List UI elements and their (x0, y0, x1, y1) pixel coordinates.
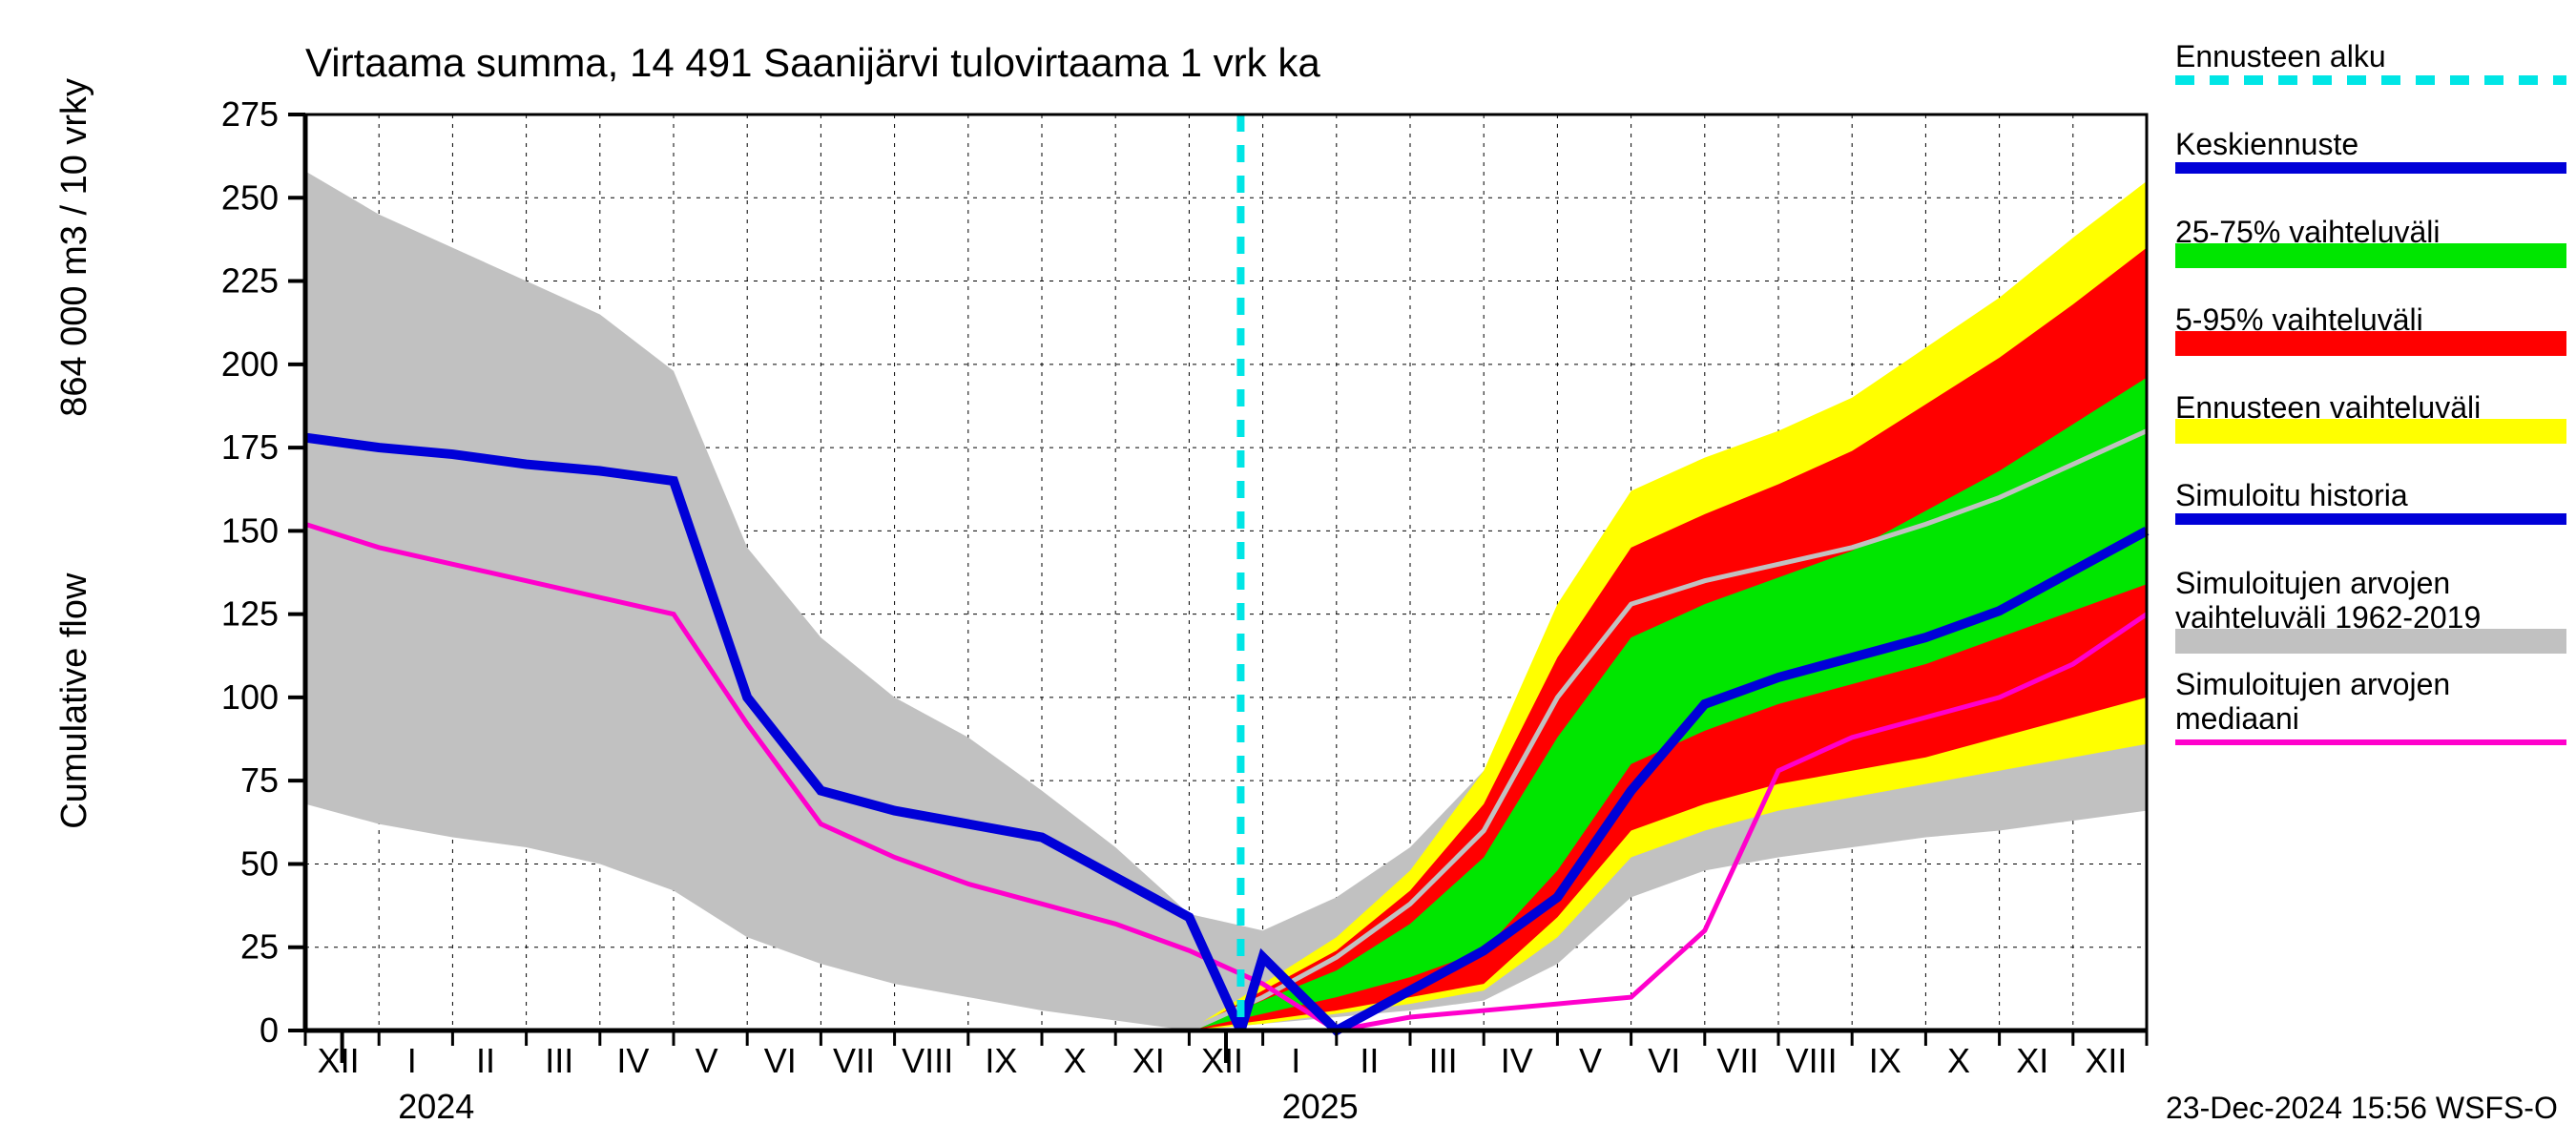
y-tick-label: 200 (221, 344, 279, 384)
y-axis-label-top: 864 000 m3 / 10 vrky (54, 78, 94, 417)
x-tick-label: XI (2016, 1041, 2048, 1080)
x-tick-label: IX (985, 1041, 1017, 1080)
chart-footer: 23-Dec-2024 15:56 WSFS-O (2166, 1091, 2558, 1125)
x-tick-label: VII (833, 1041, 875, 1080)
y-tick-label: 75 (240, 760, 279, 800)
chart-container: Virtaama summa, 14 491 Saanijärvi tulovi… (0, 0, 2576, 1145)
legend-swatch (2175, 629, 2566, 654)
x-tick-label: IV (616, 1041, 649, 1080)
x-tick-label: IX (1869, 1041, 1901, 1080)
legend-label: Simuloitu historia (2175, 478, 2408, 512)
x-year-label: 2024 (398, 1087, 474, 1126)
chart-svg: Virtaama summa, 14 491 Saanijärvi tulovi… (0, 0, 2576, 1145)
x-tick-label: XI (1132, 1041, 1165, 1080)
y-tick-label: 275 (221, 94, 279, 134)
x-tick-label: I (1291, 1041, 1300, 1080)
x-tick-label: VI (1648, 1041, 1680, 1080)
legend-label: Simuloitujen arvojen (2175, 667, 2450, 701)
x-tick-label: VIII (1786, 1041, 1838, 1080)
y-tick-label: 0 (260, 1010, 279, 1050)
y-tick-label: 125 (221, 594, 279, 634)
x-tick-label: V (696, 1041, 718, 1080)
x-tick-label: I (407, 1041, 417, 1080)
x-tick-label: IV (1501, 1041, 1533, 1080)
y-tick-label: 50 (240, 843, 279, 883)
legend-swatch (2175, 331, 2566, 356)
x-tick-label: XII (1201, 1041, 1243, 1080)
x-tick-label: X (1947, 1041, 1970, 1080)
legend-label: Simuloitujen arvojen (2175, 566, 2450, 600)
legend-swatch (2175, 419, 2566, 444)
y-tick-label: 225 (221, 261, 279, 301)
x-tick-label: XII (2085, 1041, 2127, 1080)
x-tick-label: VI (764, 1041, 797, 1080)
legend-swatch (2175, 243, 2566, 268)
x-year-label: 2025 (1282, 1087, 1359, 1126)
chart-title: Virtaama summa, 14 491 Saanijärvi tulovi… (305, 40, 1320, 85)
x-tick-label: XII (318, 1041, 360, 1080)
legend-label: Ennusteen alku (2175, 39, 2386, 73)
x-tick-label: III (545, 1041, 573, 1080)
x-tick-label: II (476, 1041, 495, 1080)
x-tick-label: II (1360, 1041, 1379, 1080)
x-tick-label: VII (1716, 1041, 1758, 1080)
legend-label: mediaani (2175, 701, 2299, 736)
x-tick-label: X (1064, 1041, 1087, 1080)
legend: Ennusteen alkuKeskiennuste25-75% vaihtel… (2175, 39, 2566, 742)
bands (305, 171, 2147, 1030)
y-tick-label: 175 (221, 427, 279, 467)
y-tick-label: 250 (221, 177, 279, 217)
legend-label: Keskiennuste (2175, 127, 2358, 161)
y-tick-label: 150 (221, 510, 279, 550)
y-tick-label: 25 (240, 927, 279, 967)
y-tick-label: 100 (221, 677, 279, 717)
x-tick-label: III (1429, 1041, 1458, 1080)
x-tick-label: VIII (902, 1041, 953, 1080)
x-tick-label: V (1579, 1041, 1602, 1080)
y-axis-label-bottom: Cumulative flow (54, 572, 94, 829)
